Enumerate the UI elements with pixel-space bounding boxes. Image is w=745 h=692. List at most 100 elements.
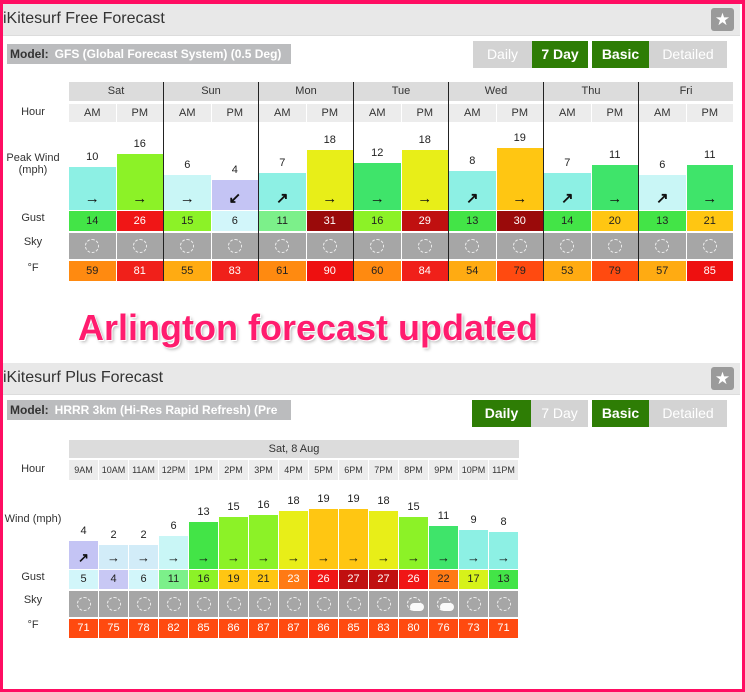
model-label: Model: [10, 403, 49, 417]
temp-value: 78 [129, 619, 158, 638]
sky-cell [69, 591, 98, 617]
sky-cell [211, 233, 258, 259]
sky-cell [306, 233, 353, 259]
sun-icon [106, 597, 121, 611]
sky-cell [686, 233, 733, 259]
gust-value: 21 [686, 211, 733, 231]
wind-value: 8 [469, 155, 476, 167]
seven-day-button[interactable]: 7 Day [531, 400, 588, 427]
wind-bar [249, 515, 278, 569]
temp-value: 84 [401, 261, 448, 281]
wind-bar [279, 511, 308, 569]
gust-value: 16 [354, 211, 401, 231]
sun-icon [316, 597, 331, 611]
wind-bar [116, 154, 163, 210]
temp-value: 83 [369, 619, 398, 638]
period-header: PM [116, 104, 163, 122]
gust-value: 27 [369, 570, 398, 589]
gust-value: 26 [309, 570, 338, 589]
wind-value: 8 [500, 516, 507, 528]
gust-value: 13 [449, 211, 496, 231]
sky-cell [219, 591, 248, 617]
hour-header: 9PM [429, 460, 458, 480]
wind-value: 6 [170, 520, 177, 532]
daily-button[interactable]: Daily [472, 400, 531, 427]
period-header: AM [544, 104, 591, 122]
sun-icon [180, 239, 195, 253]
wind-direction-icon: ↗ [655, 190, 669, 207]
wind-direction-icon: → [132, 190, 148, 207]
period-header: AM [639, 104, 686, 122]
sun-icon [136, 597, 151, 611]
wind-value: 15 [227, 501, 240, 513]
wind-value: 16 [257, 499, 270, 511]
day-separator [448, 82, 449, 281]
wind-value: 4 [231, 164, 238, 176]
wind-bar [159, 536, 188, 569]
sky-cell [259, 233, 306, 259]
wind-bar [259, 173, 306, 210]
gust-value: 5 [69, 570, 98, 589]
wind-direction-icon: ↗ [465, 190, 479, 207]
wind-bar [306, 150, 353, 210]
temp-value: 80 [399, 619, 428, 638]
wind-direction-icon: ↗ [560, 190, 574, 207]
temp-value: 85 [686, 261, 733, 281]
wind-value: 11 [437, 510, 450, 522]
sun-icon [286, 597, 301, 611]
temp-value: 76 [429, 619, 458, 638]
sun-icon [512, 239, 527, 253]
sun-icon [465, 239, 480, 253]
wind-bar [164, 175, 211, 210]
gust-value: 16 [189, 570, 218, 589]
wind-direction-icon: → [607, 190, 623, 207]
basic-button[interactable]: Basic [592, 400, 649, 427]
wind-direction-icon: → [437, 550, 450, 565]
gust-value: 20 [591, 211, 638, 231]
hour-header: 11AM [129, 460, 158, 480]
favorite-star-icon[interactable]: ★ [711, 367, 734, 390]
temp-value: 79 [496, 261, 543, 281]
sun-icon [196, 597, 211, 611]
plus-forecast-panel: iKitesurf Plus Forecast ★ Model: HRRR 3km… [3, 363, 740, 663]
gust-value: 22 [429, 570, 458, 589]
cloud-shape [439, 603, 454, 611]
temp-value: 53 [544, 261, 591, 281]
wind-direction-icon: → [702, 190, 718, 207]
wind-bar [459, 530, 488, 569]
gust-value: 11 [159, 570, 188, 589]
period-header: AM [69, 104, 116, 122]
favorite-star-icon[interactable]: ★ [711, 8, 734, 31]
gust-label: Gust [21, 571, 45, 583]
seven-day-button[interactable]: 7 Day [532, 41, 588, 68]
daily-button[interactable]: Daily [473, 41, 532, 68]
wind-bar [189, 522, 218, 569]
hour-header: 12PM [159, 460, 188, 480]
detailed-button[interactable]: Detailed [649, 400, 727, 427]
sun-icon [607, 239, 622, 253]
detailed-button[interactable]: Detailed [649, 41, 727, 68]
wind-bar [354, 163, 401, 210]
gust-value: 4 [99, 570, 128, 589]
wind-label: Peak Wind (mph) [6, 152, 60, 176]
day-header: Mon [259, 82, 353, 101]
wind-direction-icon: ↗ [78, 550, 89, 565]
wind-value: 6 [659, 159, 666, 171]
sky-cell [279, 591, 308, 617]
period-header: PM [401, 104, 448, 122]
wind-direction-icon: → [497, 550, 510, 565]
wind-value: 4 [80, 525, 87, 537]
model-selector[interactable]: Model: HRRR 3km (Hi-Res Rapid Refresh) (P… [7, 400, 291, 420]
day-separator [353, 82, 354, 281]
model-selector[interactable]: Model: GFS (Global Forecast System) (0.5 … [7, 44, 291, 64]
panel-title: iKitesurf Free Forecast [3, 10, 165, 27]
day-header: Wed [449, 82, 543, 101]
wind-bar [129, 545, 158, 569]
gust-value: 21 [249, 570, 278, 589]
wind-bar [69, 541, 98, 569]
wind-direction-icon: → [107, 550, 120, 565]
basic-button[interactable]: Basic [592, 41, 649, 68]
gust-value: 13 [489, 570, 518, 589]
wind-bar [219, 517, 248, 569]
